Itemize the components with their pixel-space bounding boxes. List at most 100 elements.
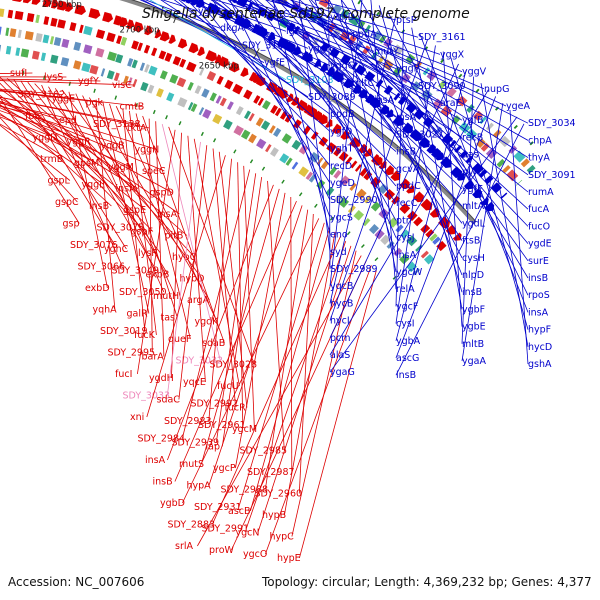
feature-block-ring-2 — [406, 235, 418, 247]
feature-block-ring-1 — [50, 17, 58, 27]
gene-leader-line — [48, 86, 157, 271]
feature-block-ring-4 — [93, 88, 96, 93]
feature-block-ring-2 — [169, 74, 179, 84]
feature-block-ring-8 — [492, 129, 502, 139]
gene-label: ascB — [228, 506, 251, 517]
gene-label: ptsP — [396, 15, 417, 26]
gene-leader-line — [20, 80, 127, 250]
feature-block-ring-4 — [152, 109, 156, 115]
gene-leader-line — [395, 96, 497, 359]
gene-label: alaS — [330, 350, 350, 361]
gene-label: surE — [528, 256, 549, 267]
gene-leader-line — [171, 132, 182, 379]
feature-block-ring-0 — [188, 42, 199, 54]
feature-block-ring-1 — [399, 203, 411, 215]
gene-leader-line — [178, 0, 331, 132]
feature-block-ring-2 — [370, 201, 381, 212]
feature-block-ring-2 — [159, 70, 168, 80]
gene-label: ygaG — [330, 367, 355, 378]
gene-label: SDY_2995 — [108, 348, 156, 359]
gene-label: ygcW — [396, 267, 423, 278]
feature-block-ring-2 — [176, 77, 187, 88]
gene-leader-line — [243, 165, 255, 430]
feature-block-ring-3 — [285, 157, 293, 166]
feature-block-ring-3 — [100, 68, 106, 77]
feature-block-ring-2 — [53, 36, 62, 47]
gene-label: SDY_3138 — [93, 119, 141, 130]
gene-label: SDY_2931 — [194, 502, 242, 513]
gene-leader-line — [122, 108, 146, 332]
gene-leader-line — [41, 84, 123, 267]
kbp-tick-label: 2750 kbp — [42, 0, 82, 10]
feature-block-ring-2 — [194, 85, 202, 95]
feature-block-ring-8 — [456, 95, 468, 107]
feature-block-ring-2 — [49, 36, 55, 45]
feature-block-ring-7 — [400, 72, 411, 84]
gene-label: gspD — [150, 188, 174, 199]
gene-label: ygdK — [195, 317, 220, 328]
gene-leader-line — [461, 76, 475, 344]
feature-block-ring-0 — [65, 2, 74, 12]
gene-label: ygcS — [330, 212, 353, 223]
gene-leader-line — [254, 0, 397, 204]
gene-label: yghA — [198, 6, 223, 17]
feature-block-ring-3 — [256, 138, 267, 150]
gene-leader-line — [480, 83, 529, 347]
gene-leader-line — [212, 148, 236, 404]
gene-leader-line — [395, 21, 405, 307]
feature-block-ring-0 — [42, 0, 52, 8]
gene-label: ygfD — [330, 126, 352, 137]
gene-label: gshA — [528, 359, 552, 370]
feature-block-ring-9 — [513, 124, 518, 130]
feature-block-ring-7 — [480, 142, 490, 152]
gene-label: SDY_3027 — [396, 129, 444, 140]
feature-block-ring-1 — [106, 32, 116, 43]
feature-block-ring-4 — [200, 131, 204, 137]
gene-leader-line — [328, 0, 331, 270]
gene-label: SDY_2983 — [164, 416, 212, 427]
gene-label: SDY_3049 — [112, 266, 160, 277]
feature-block-ring-3 — [5, 45, 12, 55]
feature-block-ring-1 — [143, 44, 151, 54]
gene-label: SDY_3161 — [418, 32, 466, 43]
gene-leader-line — [265, 265, 372, 555]
gene-leader-line — [198, 0, 331, 167]
gene-leader-line — [299, 0, 529, 210]
feature-block-ring-2 — [219, 97, 227, 107]
feature-block-ring-2 — [291, 139, 302, 150]
feature-block-ring-3 — [20, 48, 30, 58]
feature-block-ring-1 — [137, 42, 143, 52]
gene-label: dkgA — [220, 23, 245, 34]
feature-block-ring-0 — [74, 4, 86, 15]
gene-leader-line — [0, 117, 78, 203]
gene-label: hycB — [330, 298, 353, 309]
gene-label: ygaA — [462, 356, 486, 367]
feature-block-ring-1 — [243, 89, 253, 100]
feature-block-ring-0 — [22, 0, 32, 4]
feature-block-ring-1 — [257, 97, 264, 106]
feature-block-ring-2 — [340, 175, 351, 186]
feature-block-ring-2 — [35, 33, 43, 43]
gene-leader-line — [181, 169, 251, 439]
gene-leader-line — [329, 39, 428, 321]
feature-block-ring-3 — [156, 88, 164, 98]
feature-block-ring-2 — [24, 30, 34, 41]
gene-leader-line — [509, 109, 529, 365]
gene-leader-line — [166, 141, 201, 396]
gene-label: ygdH — [149, 373, 174, 384]
gene-label: SDY_2939 — [172, 438, 220, 449]
gene-label: recC — [396, 198, 418, 209]
gene-label: tktA — [127, 123, 147, 134]
gene-leader-line — [0, 90, 103, 103]
feature-block-ring-0 — [218, 56, 230, 68]
gene-label: insA — [374, 95, 395, 106]
feature-block-ring-7 — [515, 179, 523, 186]
feature-block-ring-2 — [420, 250, 429, 259]
feature-block-ring-5 — [409, 128, 422, 142]
feature-block-ring-0 — [390, 170, 401, 181]
gene-leader-line — [290, 196, 293, 473]
gene-leader-line — [13, 79, 116, 246]
gene-label: ygfY — [78, 76, 99, 87]
gene-label: cysI — [396, 319, 415, 330]
feature-block-ring-1 — [57, 19, 66, 29]
